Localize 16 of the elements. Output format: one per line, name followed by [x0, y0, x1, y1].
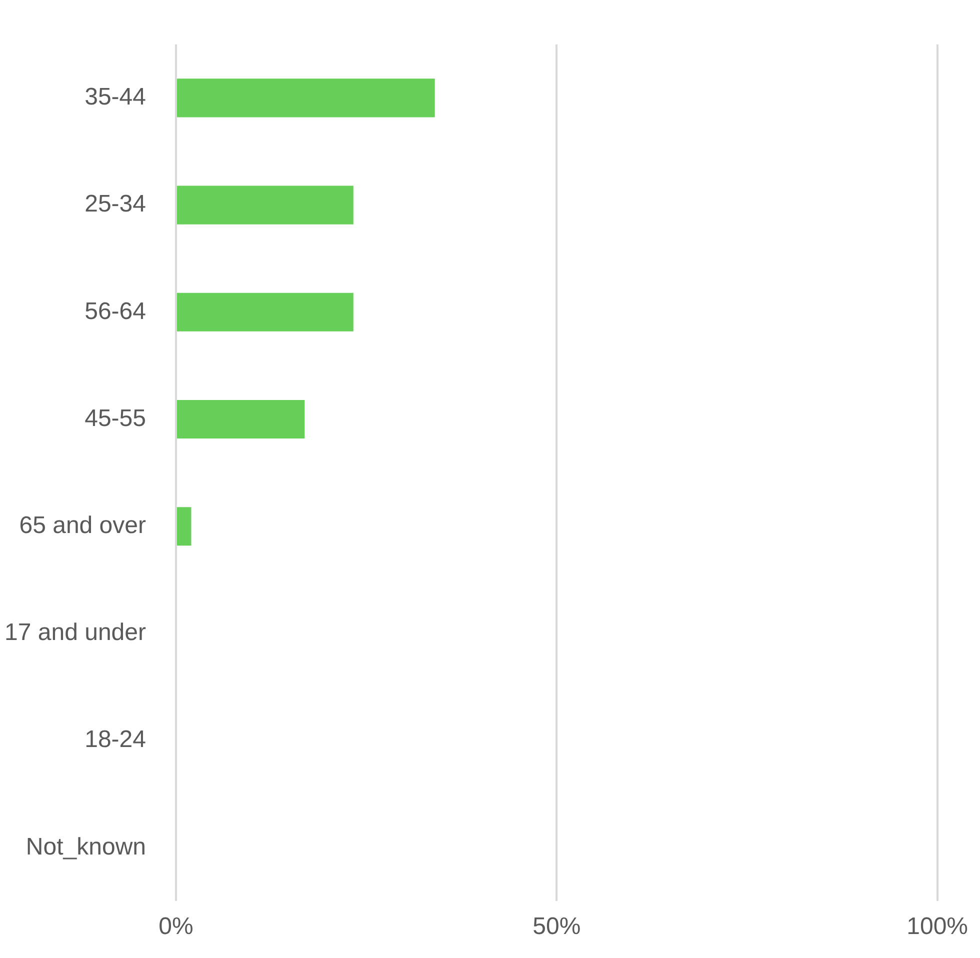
bar [177, 186, 354, 224]
x-tick-label: 100% [906, 913, 968, 940]
bar [177, 78, 435, 118]
y-tick-label: 35-44 [84, 84, 146, 111]
y-tick-label: 25-34 [84, 190, 146, 218]
x-tick-label: 0% [158, 913, 194, 940]
y-tick-label: 65 and over [19, 512, 146, 539]
y-tick-label: 56-64 [84, 298, 146, 325]
y-tick-label: Not_known [26, 833, 146, 860]
bar [177, 400, 305, 439]
y-tick-label: 45-55 [84, 404, 146, 432]
y-tick-label: 17 and under [4, 619, 146, 646]
y-tick-label: 18-24 [84, 726, 146, 754]
x-tick-label: 50% [532, 913, 581, 940]
bar [177, 292, 354, 332]
bar [177, 507, 192, 546]
